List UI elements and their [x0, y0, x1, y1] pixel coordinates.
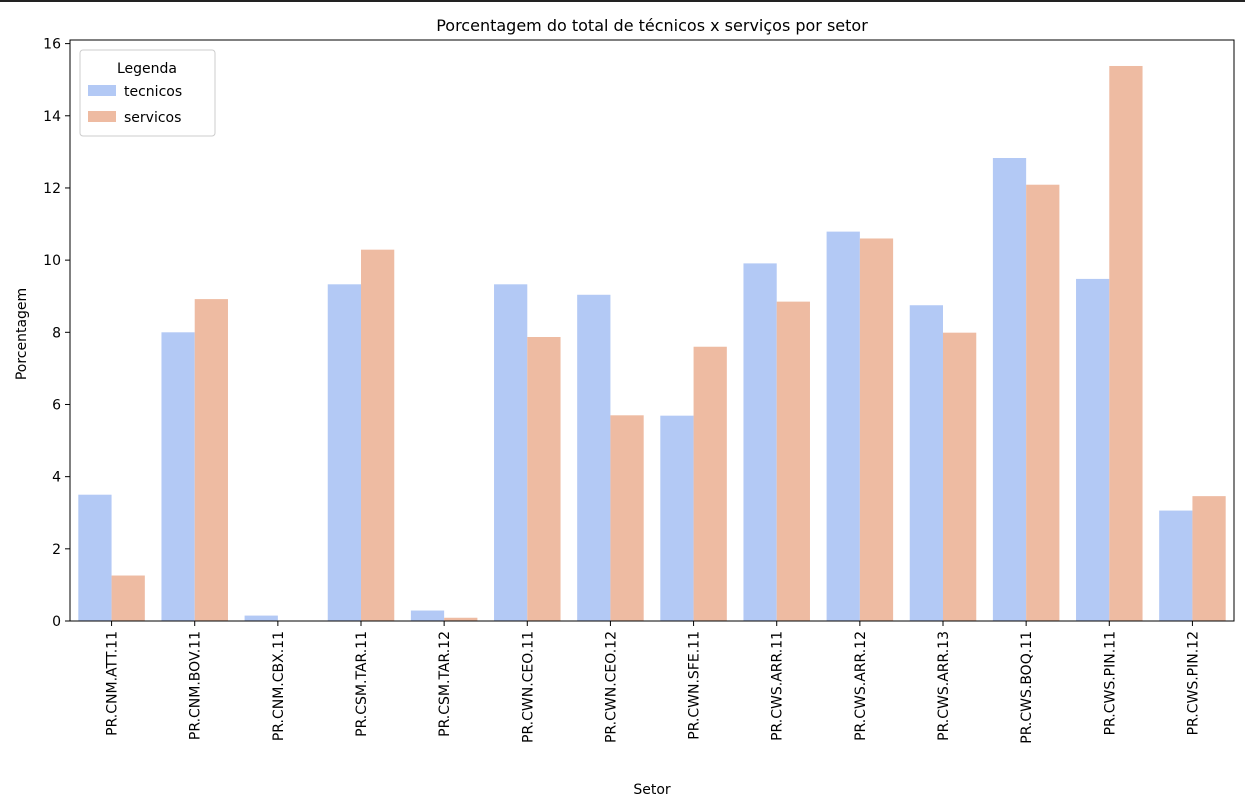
x-tick-label: PR.CNM.CBX.11 [271, 631, 287, 741]
x-tick-label: PR.CSM.TAR.12 [437, 631, 453, 737]
bar-tecnicos-PR.CWS.PIN.12 [1159, 510, 1193, 621]
bar-servicos-PR.CWS.ARR.13 [943, 332, 977, 621]
bar-tecnicos-PR.CWN.SFE.11 [660, 415, 694, 621]
legend: Legenda tecnicos servicos [79, 49, 216, 137]
y-axis-label: Porcentagem [14, 288, 30, 380]
x-tick-label: PR.CWS.BOQ.11 [1019, 631, 1035, 744]
legend-swatch-servicos [88, 111, 116, 122]
bar-servicos-PR.CWS.ARR.12 [859, 238, 894, 622]
x-tick-label: PR.CSM.TAR.11 [354, 631, 370, 737]
bar-servicos-PR.CWS.BOQ.11 [1026, 184, 1060, 621]
bar-tecnicos-PR.CWS.PIN.11 [1076, 278, 1110, 621]
y-tick-label: 8 [52, 325, 61, 341]
bar-servicos-PR.CSM.TAR.11 [361, 249, 395, 622]
x-tick-label: PR.CWS.PIN.11 [1102, 631, 1118, 735]
y-tick-label: 6 [52, 397, 61, 413]
bar-servicos-PR.CWS.ARR.11 [776, 301, 810, 621]
plot-frame [69, 39, 1235, 622]
bar-tecnicos-PR.CNM.CBX.11 [244, 615, 278, 621]
bar-tecnicos-PR.CSM.TAR.11 [327, 284, 361, 621]
bar-servicos-PR.CNM.ATT.11 [111, 575, 145, 621]
x-axis-label: Setor [633, 782, 671, 796]
bar-servicos-PR.CWS.PIN.11 [1109, 65, 1143, 622]
bar-servicos-PR.CWN.CEO.12 [610, 415, 644, 621]
x-tick-label: PR.CWN.SFE.11 [687, 631, 703, 740]
legend-label-tecnicos: tecnicos [124, 84, 182, 100]
bar-servicos-PR.CWN.SFE.11 [693, 346, 727, 621]
y-tick-label: 14 [43, 109, 61, 125]
bar-tecnicos-PR.CWN.CEO.12 [577, 294, 611, 621]
bars-group [78, 65, 1226, 622]
bar-servicos-PR.CWN.CEO.11 [527, 337, 561, 621]
bar-servicos-PR.CSM.TAR.12 [444, 617, 478, 621]
bar-tecnicos-PR.CNM.BOV.11 [161, 332, 195, 621]
x-tick-label: PR.CNM.BOV.11 [188, 631, 204, 740]
legend-label-servicos: servicos [124, 110, 181, 126]
top-border [0, 0, 1245, 2]
bar-tecnicos-PR.CWN.CEO.11 [494, 284, 528, 621]
x-axis-ticks: PR.CNM.ATT.11 PR.CNM.BOV.11 PR.CNM.CBX.11 P… [105, 621, 1201, 744]
bar-tecnicos-PR.CSM.TAR.12 [410, 610, 445, 621]
legend-title: Legenda [117, 61, 177, 77]
legend-swatch-tecnicos [88, 85, 116, 96]
y-tick-label: 2 [52, 542, 61, 558]
x-tick-label: PR.CWN.CEO.11 [520, 631, 536, 743]
chart-title: Porcentagem do total de técnicos x servi… [436, 16, 868, 35]
y-tick-label: 10 [43, 253, 61, 269]
y-tick-label: 4 [52, 470, 61, 486]
x-tick-label: PR.CWN.CEO.12 [603, 631, 619, 743]
x-tick-label: PR.CWS.PIN.12 [1185, 631, 1201, 735]
y-tick-label: 12 [43, 181, 61, 197]
y-tick-label: 0 [52, 614, 61, 630]
bar-tecnicos-PR.CWS.ARR.12 [826, 231, 860, 621]
bar-tecnicos-PR.CNM.ATT.11 [78, 494, 112, 621]
x-tick-label: PR.CWS.ARR.11 [770, 631, 786, 741]
y-axis-ticks: 0 2 4 6 8 10 12 14 16 [43, 37, 70, 630]
bar-tecnicos-PR.CWS.ARR.13 [909, 305, 943, 621]
x-tick-label: PR.CWS.ARR.12 [853, 631, 869, 741]
bar-servicos-PR.CWS.PIN.12 [1192, 496, 1226, 621]
bar-servicos-PR.CNM.BOV.11 [194, 299, 228, 621]
bar-tecnicos-PR.CWS.BOQ.11 [992, 158, 1027, 621]
y-tick-label: 16 [43, 37, 61, 53]
bar-tecnicos-PR.CWS.ARR.11 [743, 263, 777, 621]
x-tick-label: PR.CWS.ARR.13 [936, 631, 952, 741]
x-tick-label: PR.CNM.ATT.11 [105, 631, 121, 736]
